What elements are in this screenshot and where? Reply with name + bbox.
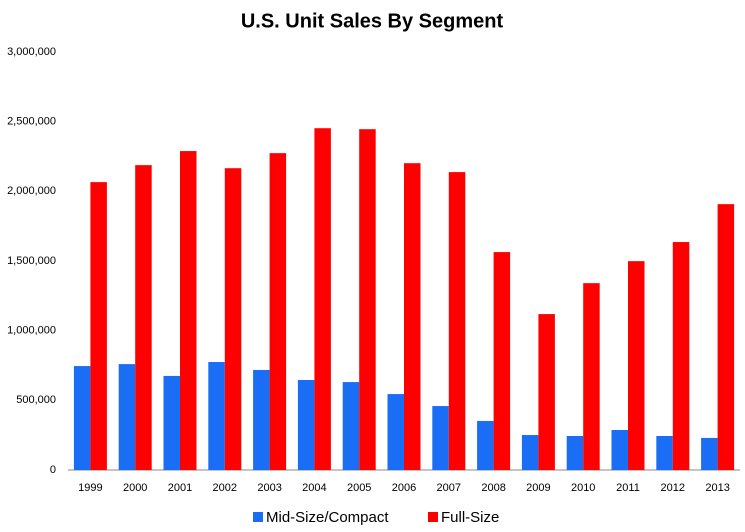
y-tick-label: 1,500,000 — [7, 255, 56, 267]
bar — [73, 366, 91, 470]
bar — [583, 283, 600, 470]
bar — [135, 165, 152, 470]
x-tick-label: 2011 — [616, 482, 640, 494]
x-tick-label: 2013 — [705, 482, 729, 494]
bar — [118, 364, 136, 470]
bar — [90, 182, 107, 470]
legend-label: Full-Size — [441, 509, 499, 526]
x-tick-label: 2003 — [257, 482, 281, 494]
x-tick-label: 2002 — [213, 482, 237, 494]
x-tick-label: 2008 — [481, 482, 505, 494]
bar — [314, 128, 331, 470]
y-tick-label: 2,000,000 — [7, 185, 56, 197]
bar — [269, 153, 287, 470]
x-tick-label: 2009 — [526, 482, 550, 494]
bar — [387, 394, 404, 470]
x-tick-label: 2007 — [437, 482, 461, 494]
legend-swatch — [428, 512, 438, 522]
bar — [672, 242, 690, 470]
x-tick-label: 2005 — [347, 482, 371, 494]
x-tick-label: 1999 — [78, 482, 102, 494]
bar — [701, 437, 718, 470]
bar — [180, 151, 197, 471]
bar — [404, 163, 421, 471]
bar — [628, 261, 645, 470]
y-tick-label: 1,000,000 — [7, 325, 56, 337]
chart-title: U.S. Unit Sales By Segment — [241, 10, 504, 32]
y-tick-label: 500,000 — [16, 394, 56, 406]
bar — [477, 420, 494, 470]
bar — [717, 204, 735, 471]
bar — [448, 172, 466, 470]
y-tick-label: 0 — [50, 464, 56, 476]
x-tick-label: 2000 — [123, 482, 147, 494]
bar — [611, 430, 628, 470]
bar — [224, 168, 242, 471]
x-tick-label: 2004 — [302, 482, 326, 494]
x-tick-label: 2006 — [392, 482, 416, 494]
bar — [656, 436, 673, 470]
bar — [297, 379, 315, 470]
bar — [208, 362, 225, 470]
bar — [521, 435, 539, 470]
bar — [432, 406, 449, 470]
bar — [493, 252, 511, 470]
bar — [566, 436, 584, 470]
bar — [342, 382, 360, 470]
y-tick-label: 3,000,000 — [7, 46, 56, 58]
legend-swatch — [253, 512, 263, 522]
x-tick-label: 2010 — [571, 482, 595, 494]
bar — [253, 369, 270, 470]
x-tick-label: 2012 — [661, 482, 685, 494]
y-tick-label: 2,500,000 — [7, 116, 56, 128]
legend-label: Mid-Size/Compact — [266, 509, 389, 526]
bar — [359, 129, 376, 470]
bar — [538, 314, 555, 470]
x-tick-label: 2001 — [168, 482, 192, 494]
bar — [163, 375, 180, 470]
